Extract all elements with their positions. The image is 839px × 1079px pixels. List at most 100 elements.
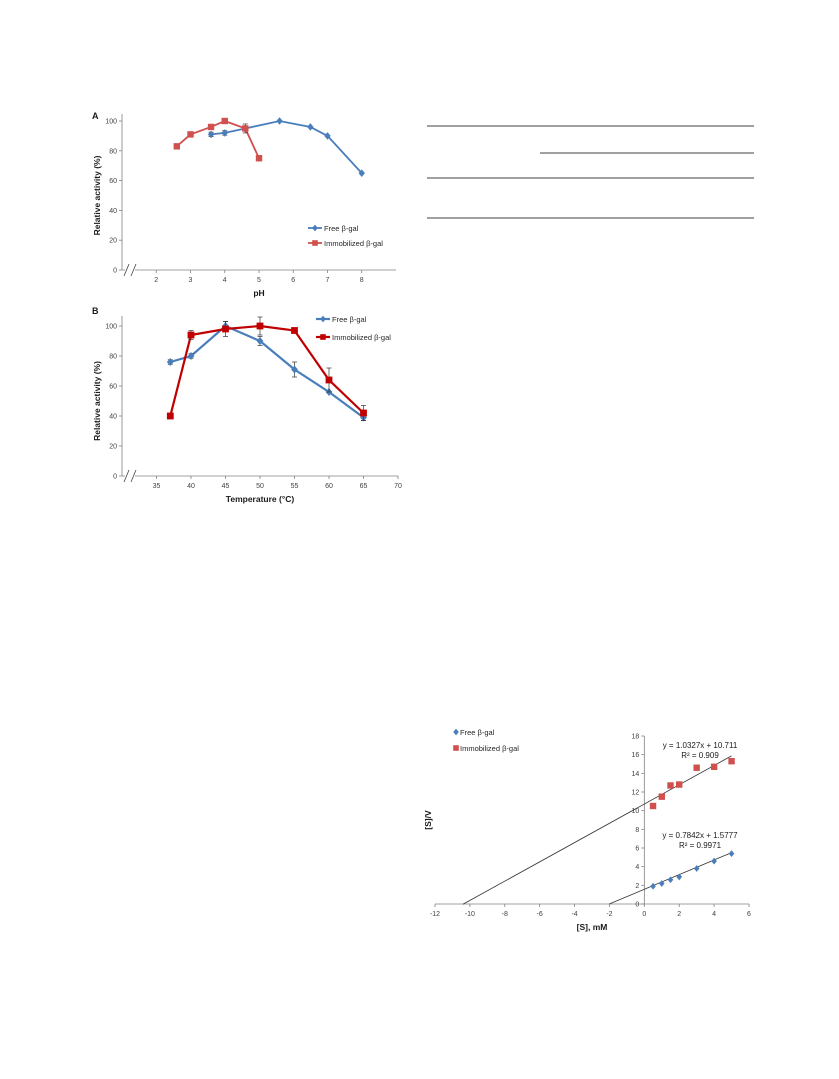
x-axis-label: pH xyxy=(253,288,264,298)
x-tick-label: 60 xyxy=(325,483,333,490)
legend-label: Free β-gal xyxy=(460,728,495,737)
y-tick-label: 12 xyxy=(632,790,640,797)
x-tick-label: -2 xyxy=(606,911,612,918)
data-point xyxy=(676,781,683,788)
x-tick-label: 3 xyxy=(189,277,193,284)
x-tick-label: 5 xyxy=(257,277,261,284)
data-point xyxy=(222,325,229,333)
x-tick-label: -10 xyxy=(465,911,475,918)
y-axis-label: Relative activity (%) xyxy=(92,155,102,235)
y-tick-label: 16 xyxy=(632,752,640,759)
y-tick-label: 60 xyxy=(109,178,117,185)
trendline-equation: y = 0.7842x + 1.5777 xyxy=(662,831,738,840)
x-tick-label: 50 xyxy=(256,483,264,490)
legend-item: Free β-gal xyxy=(308,224,359,233)
axis-break-mark xyxy=(130,263,137,277)
x-tick-label: 6 xyxy=(747,911,751,918)
x-tick-label: 4 xyxy=(223,277,227,284)
x-tick-label: 55 xyxy=(291,483,299,490)
y-tick-label: 4 xyxy=(635,864,639,871)
data-point xyxy=(658,793,665,800)
hanes-woolf-plot: 0 2 4 6 8 10 12 14 16 18 -12 -10 -8 -6 -4 -2 0 2 4 6 [S]/V [S… xyxy=(423,728,751,932)
data-point xyxy=(242,125,249,132)
x-tick-label: 2 xyxy=(154,277,158,284)
axis-break-gap xyxy=(125,469,135,483)
x-tick-label: -4 xyxy=(571,911,577,918)
y-tick-label: 0 xyxy=(113,268,117,275)
data-point xyxy=(320,334,326,340)
y-tick-label: 40 xyxy=(109,208,117,215)
data-point xyxy=(166,358,174,366)
legend: Free β-gal Immobilized β-gal xyxy=(453,728,519,753)
legend-label: Immobilized β-gal xyxy=(332,333,391,342)
data-point xyxy=(312,240,318,246)
axis-break-mark xyxy=(123,469,130,483)
legend-item: Free β-gal xyxy=(453,728,495,737)
data-point xyxy=(360,409,367,417)
x-tick-label: 40 xyxy=(187,483,195,490)
y-tick-label: 0 xyxy=(635,902,639,909)
data-point xyxy=(710,763,718,770)
table-rules xyxy=(427,125,754,219)
data-point xyxy=(325,376,333,384)
data-point xyxy=(312,224,318,232)
axis-break-mark xyxy=(123,263,130,277)
x-tick-label: -8 xyxy=(502,911,508,918)
y-tick-label: 18 xyxy=(632,734,640,741)
x-tick-label: 70 xyxy=(394,483,402,490)
x-tick-label: 7 xyxy=(326,277,330,284)
legend-item: Immobilized β-gal xyxy=(308,239,383,248)
series-free xyxy=(207,117,365,177)
data-point xyxy=(291,327,298,334)
y-tick-label: 40 xyxy=(109,414,117,421)
legend-item: Immobilized β-gal xyxy=(316,333,391,342)
legend: Free β-gal Immobilized β-gal xyxy=(316,315,391,342)
x-tick-label: 65 xyxy=(360,483,368,490)
y-tick-label: 100 xyxy=(105,119,117,126)
data-point xyxy=(291,365,298,374)
y-tick-label: 2 xyxy=(635,883,639,890)
data-point xyxy=(207,130,215,139)
x-tick-label: 35 xyxy=(153,483,161,490)
panel-label: B xyxy=(92,306,99,316)
data-point xyxy=(173,143,180,150)
y-tick-label: 60 xyxy=(109,384,117,391)
data-point xyxy=(256,322,264,330)
x-axis-label: [S], mM xyxy=(577,922,608,932)
data-point xyxy=(187,352,195,360)
y-tick-label: 80 xyxy=(109,354,117,361)
y-tick-label: 14 xyxy=(632,771,640,778)
series-immobilized xyxy=(166,316,367,421)
trendline-r-squared: R² = 0.9971 xyxy=(679,841,722,850)
trendline xyxy=(462,755,732,905)
legend-label: Free β-gal xyxy=(332,315,367,324)
data-point xyxy=(358,169,365,177)
x-axis-label: Temperature (°C) xyxy=(226,494,295,504)
y-tick-label: 8 xyxy=(635,827,639,834)
data-point xyxy=(693,764,700,771)
y-tick-label: 20 xyxy=(109,444,117,451)
data-point xyxy=(711,857,717,865)
legend-item: Immobilized β-gal xyxy=(453,744,519,753)
x-tick-label: 0 xyxy=(642,911,646,918)
data-point xyxy=(667,782,674,789)
ph-activity-chart: 0 20 40 60 80 100 2 3 4 5 6 7 8 Relative activity (%)… xyxy=(92,111,396,298)
data-point xyxy=(221,117,228,125)
data-point xyxy=(166,412,174,420)
data-point xyxy=(320,315,326,323)
data-point xyxy=(658,880,665,887)
x-tick-label: 4 xyxy=(712,911,716,918)
data-point xyxy=(221,129,228,137)
y-tick-label: 80 xyxy=(109,148,117,155)
x-tick-label: 45 xyxy=(222,483,230,490)
data-point xyxy=(256,337,264,345)
data-point xyxy=(693,865,700,872)
y-tick-label: 100 xyxy=(105,324,117,331)
data-point xyxy=(650,882,656,890)
axis-break-gap xyxy=(125,263,135,277)
data-point xyxy=(667,876,674,884)
data-point xyxy=(728,758,735,765)
data-point xyxy=(307,123,314,131)
